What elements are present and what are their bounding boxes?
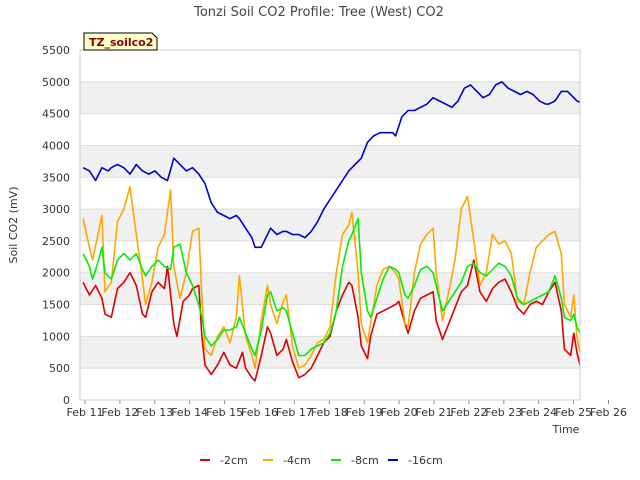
series-line-minus-2cm [82,259,581,382]
grid-band [80,209,580,241]
y-tick-label: 2000 [42,267,70,280]
series-lines [82,81,581,382]
grid-band [80,336,580,369]
y-tick-label: 1000 [42,330,70,343]
x-tick-label: Feb 21 [416,406,453,419]
x-axis-label: Time [552,423,580,436]
plot-frame [79,49,581,401]
y-tick-label: 4500 [42,108,70,121]
x-tick-label: Feb 18 [311,406,348,419]
y-tick-label: 5000 [42,76,70,89]
legend: -2cm -4cm -8cm -16cm [200,454,443,467]
x-tick-label: Feb 16 [241,406,278,419]
y-tick-label: 1500 [42,299,70,312]
series-line-minus-8cm [82,217,581,357]
x-tick-label: Feb 19 [346,406,383,419]
x-tick-label: Feb 17 [276,406,313,419]
x-tick-label: Feb 23 [485,406,522,419]
x-tick-label: Feb 22 [450,406,487,419]
y-axis-label: Soil CO2 (mV) [7,187,20,264]
y-tick-label: 5500 [42,44,70,57]
grid-band [80,145,580,178]
chart-title: Tonzi Soil CO2 Profile: Tree (West) CO2 [193,5,444,20]
y-tick-label: 500 [49,362,70,375]
badge-shape [83,32,158,51]
legend-label: -8cm [351,454,379,467]
x-tick-label: Feb 15 [206,406,243,419]
x-tick-label: Feb 14 [171,406,208,419]
x-tick-label: Feb 12 [101,406,138,419]
badge-label: TZ_soilco2 [89,36,153,49]
legend-label: -16cm [408,454,443,467]
x-tick-label: Feb 20 [381,406,418,419]
grid-band [80,272,580,305]
series-line-minus-16cm [82,81,581,249]
legend-label: -4cm [283,454,311,467]
x-tick-label: Feb 25 [555,406,592,419]
y-tick-label: 4000 [42,139,70,152]
legend-label: -2cm [220,454,248,467]
x-tick-label: Feb 13 [136,406,173,419]
x-tick-label: Feb 24 [520,406,557,419]
grid-band [80,81,580,114]
site-badge: TZ_soilco2 [83,32,158,51]
y-tick-label: 2500 [42,235,70,248]
y-axis-ticks: 0 500 1000 1500 2000 2500 3000 3500 4000 4500 5000… [42,44,70,407]
series-line-minus-4cm [82,186,581,369]
x-tick-label: Feb 26 [590,406,627,419]
y-tick-label: 3500 [42,171,70,184]
y-tick-label: 3000 [42,203,70,216]
alternating-bands [80,81,580,369]
y-tick-label: 0 [63,394,70,407]
x-tick-label: Feb 11 [67,406,104,419]
